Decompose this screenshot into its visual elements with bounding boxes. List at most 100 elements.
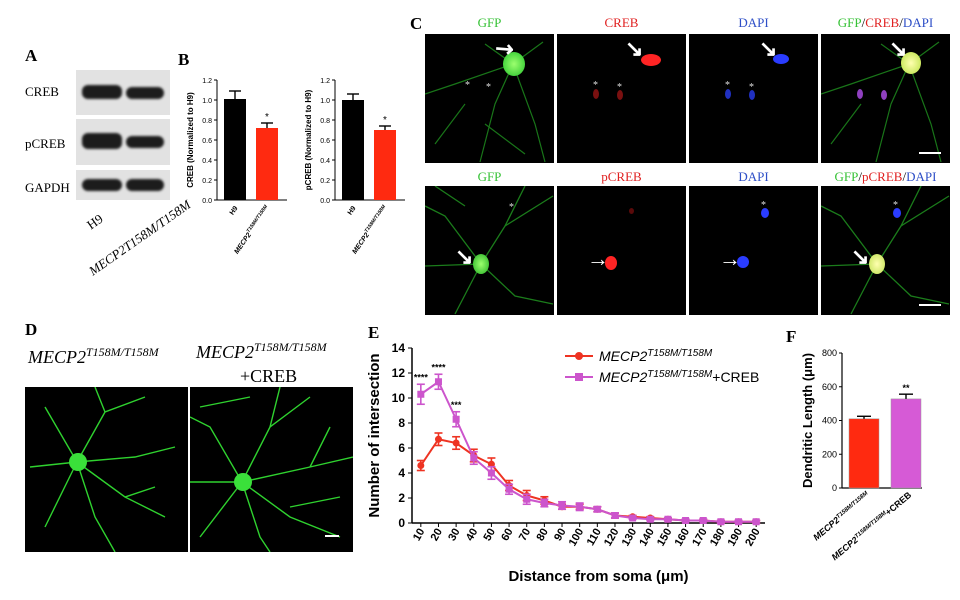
x-axis-label: Distance from soma (μm) — [508, 568, 688, 585]
y-tick-label: 0 — [832, 483, 837, 493]
blot-strip-gapdh — [76, 170, 170, 200]
title-part: DAPI — [906, 169, 937, 184]
y-tick-label: 6 — [398, 441, 405, 455]
scale-bar — [919, 152, 941, 154]
nucleus — [881, 90, 887, 100]
y-tick-label: 0.2 — [320, 178, 330, 185]
y-tick-label: 0.8 — [202, 118, 212, 125]
x-tick-label: 140 — [637, 527, 657, 549]
data-point — [523, 495, 531, 503]
data-point — [470, 454, 478, 462]
micrograph-title-row1-3: GFP/CREB/DAPI — [821, 15, 950, 31]
blot-band — [126, 87, 164, 99]
arrow-icon: ↘ — [455, 244, 474, 269]
y-tick-label: 0.6 — [202, 138, 212, 145]
title-part: pCREB — [601, 169, 642, 184]
scale-bar — [325, 535, 339, 537]
label-extra: +CREB — [712, 369, 759, 385]
label-main: MECP2 — [196, 342, 254, 362]
y-tick-label: 1.0 — [202, 98, 212, 105]
x-tick-label: 80 — [534, 527, 551, 544]
y-tick-label: 1.0 — [320, 98, 330, 105]
asterisk-icon: * — [749, 82, 754, 93]
micrograph-dapi-row1: ↘ * * — [689, 34, 818, 163]
asterisk-icon: * — [617, 82, 622, 93]
title-part: GFP — [477, 169, 502, 184]
label-main: MECP2 — [830, 535, 860, 563]
data-point — [576, 503, 584, 511]
micrograph-title-row2-1: pCREB — [557, 169, 686, 185]
neuron-drawing — [425, 186, 554, 315]
x-tick-label: 30 — [446, 527, 463, 544]
title-part: GFP — [837, 15, 862, 30]
neuron-soma — [234, 473, 252, 491]
arrow-icon: → — [719, 246, 741, 271]
y-tick-label: 2 — [398, 491, 405, 505]
micrograph-creb-row1: ↘ * * — [557, 34, 686, 163]
y-tick-label: 12 — [392, 366, 406, 380]
y-tick-label: 0.6 — [320, 138, 330, 145]
legend-marker — [575, 352, 583, 360]
x-tick-label: 10 — [411, 527, 428, 544]
panel-letter-f: F — [786, 327, 797, 346]
nucleus — [893, 208, 901, 218]
label-sup: T158M/T158M — [364, 203, 388, 234]
label-sup: T158M/T158M — [854, 510, 889, 540]
y-tick-label: 600 — [822, 382, 837, 392]
micrograph-title-row1-2: DAPI — [689, 15, 818, 31]
data-point — [682, 517, 690, 524]
micrograph-title-row2-0: GFP — [425, 169, 554, 185]
label-main: MECP2 — [599, 369, 647, 385]
x-tick-label: 90 — [552, 527, 569, 544]
title-part: CREB — [604, 15, 639, 30]
y-tick-label: 400 — [822, 416, 837, 426]
data-point — [487, 469, 495, 477]
y-tick-label: 8 — [398, 416, 405, 430]
title-part: GFP — [477, 15, 502, 30]
micrograph-gfp-row1: ↘ * * — [425, 34, 554, 163]
nucleus — [773, 54, 789, 64]
y-tick-label: 0.2 — [202, 178, 212, 185]
y-tick-label: 0.4 — [320, 158, 330, 165]
y-tick-label: 14 — [392, 341, 406, 355]
x-tick-label: 130 — [620, 527, 640, 549]
y-tick-label: 4 — [398, 466, 405, 480]
data-point — [452, 415, 460, 423]
x-tick-label: 60 — [499, 527, 516, 544]
panel-d-left-label: MECP2T158M/T158M — [28, 345, 159, 368]
arrow-icon: → — [587, 246, 609, 271]
neuron-image-mecp2-creb — [190, 387, 353, 552]
blot-label-pcreb: pCREB — [25, 136, 66, 151]
x-tick-label: 100 — [567, 527, 587, 549]
x-tick-label: H9 — [347, 205, 358, 216]
legend-label: MECP2T158M/T158M+CREB — [599, 369, 759, 386]
blot-band — [82, 133, 122, 149]
arrow-icon: ↘ — [889, 36, 908, 61]
neuron-drawing — [29, 387, 176, 552]
creb-bar-chart: 0.0 0.2 0.4 0.6 0.8 1.0 1.2 CREB (Normalized to… — [186, 78, 287, 256]
nucleus — [605, 256, 617, 270]
x-tick-label: H9 — [229, 205, 240, 216]
y-tick-label: 0.4 — [202, 158, 212, 165]
blot-lane-h9: H9 — [84, 210, 106, 233]
data-point — [593, 505, 601, 513]
x-tick-label: 180 — [708, 527, 728, 549]
y-tick-label: 0.0 — [202, 198, 212, 205]
x-tick-label: 120 — [602, 527, 622, 549]
neuron-drawing — [190, 387, 353, 552]
title-part: / — [861, 15, 866, 30]
data-point — [646, 515, 654, 523]
legend-marker — [575, 373, 583, 381]
x-tick-label: 200 — [743, 527, 763, 549]
nucleus — [641, 54, 661, 66]
nucleus — [617, 90, 623, 100]
label-sup: T158M/T158M — [647, 369, 713, 380]
bar — [342, 100, 364, 200]
micrograph-title-row2-3: GFP/pCREB/DAPI — [821, 169, 950, 185]
label-extra: +CREB — [883, 490, 913, 518]
nucleus — [737, 256, 749, 268]
data-point — [417, 390, 425, 398]
significance-label: * — [383, 115, 387, 126]
